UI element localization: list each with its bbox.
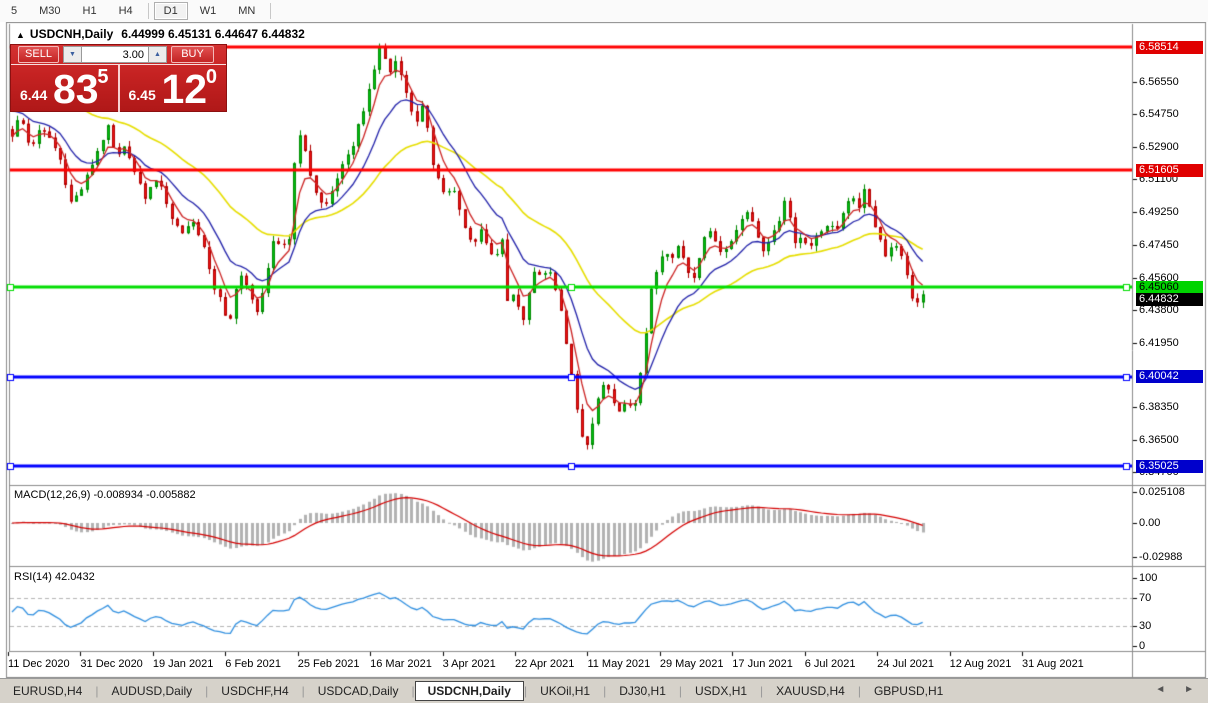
collapse-icon[interactable]: ▲ <box>16 30 25 40</box>
tab-scroll-arrows[interactable]: ◄ ► <box>1155 684 1202 695</box>
timeframe-button-D1[interactable]: D1 <box>153 2 188 20</box>
date-tick-label: 25 Feb 2021 <box>297 658 360 670</box>
price-tick-label: 6.43800 <box>1139 303 1179 316</box>
price-tick-label: 6.54750 <box>1139 108 1179 121</box>
price-tick-label: 6.52900 <box>1139 141 1179 154</box>
price-tick-label: 6.49250 <box>1139 206 1179 219</box>
volume-increase-button[interactable]: ▲ <box>148 46 167 63</box>
rsi-tick-label: 100 <box>1139 572 1158 584</box>
tab-separator: | <box>301 684 305 698</box>
toolbar-separator <box>147 3 149 19</box>
tab-usdchf-h4[interactable]: USDCHF,H4 <box>221 684 289 698</box>
volume-decrease-button[interactable]: ▼ <box>63 46 82 63</box>
date-tick-label: 24 Jul 2021 <box>877 658 935 670</box>
tab-separator: | <box>678 684 683 698</box>
macd-label: MACD(12,26,9) -0.008934 -0.005882 <box>14 489 196 501</box>
order-controls-row: SELL ▼ 3.00 ▲ BUY <box>11 45 226 64</box>
volume-stepper: ▼ 3.00 ▲ <box>63 46 167 63</box>
date-tick-label: 11 May 2021 <box>587 658 651 670</box>
date-tick-label: 31 Dec 2020 <box>80 658 143 670</box>
hline-price-badge: 6.40042 <box>1136 370 1203 384</box>
rsi-label: RSI(14) 42.0432 <box>14 571 95 583</box>
timeframe-button-H4[interactable]: H4 <box>118 5 133 17</box>
date-tick-label: 12 Aug 2021 <box>949 658 1012 670</box>
chart-canvas[interactable] <box>0 22 1208 678</box>
buy-price-prefix: 6.45 <box>128 87 156 103</box>
rsi-tick-label: 0 <box>1139 640 1146 652</box>
date-tick-label: 31 Aug 2021 <box>1022 658 1084 670</box>
sell-price-big: 83 <box>53 66 99 112</box>
timeframe-toolbar: 5 M30 H1 H4 D1 W1 MN <box>0 0 1208 23</box>
tab-separator: | <box>603 684 607 698</box>
tab-usdcnh-daily[interactable]: USDCNH,Daily <box>414 681 524 701</box>
tab-separator: | <box>523 684 528 698</box>
tab-separator: | <box>95 684 99 698</box>
hline-price-badge: 6.58514 <box>1136 40 1203 54</box>
hline-price-badge: 6.45060 <box>1136 280 1203 294</box>
order-prices-row: 6.44 83 5 6.45 12 0 <box>11 64 226 112</box>
tab-dj30-h1[interactable]: DJ30,H1 <box>619 684 666 698</box>
date-tick-label: 22 Apr 2021 <box>515 658 575 670</box>
sell-price-prefix: 6.44 <box>20 87 48 103</box>
sell-price-tile[interactable]: 6.44 83 5 <box>11 65 118 112</box>
symbol-tab-bar: EURUSD,H4 | AUDUSD,Daily | USDCHF,H4 | USDCAD,… <box>0 678 1208 703</box>
tab-audusd-daily[interactable]: AUDUSD,Daily <box>111 684 193 698</box>
buy-price-tile[interactable]: 6.45 12 0 <box>117 65 227 112</box>
date-tick-label: 11 Dec 2020 <box>8 658 70 670</box>
volume-input[interactable]: 3.00 <box>82 46 148 63</box>
macd-tick-label: 0.00 <box>1139 517 1161 529</box>
price-tick-label: 6.38350 <box>1139 401 1179 414</box>
date-tick-label: 6 Feb 2021 <box>225 658 281 670</box>
tab-separator: | <box>411 684 415 698</box>
price-tick-label: 6.36500 <box>1139 434 1179 447</box>
date-tick-label: 6 Jul 2021 <box>804 658 856 670</box>
date-tick-label: 29 May 2021 <box>659 658 724 670</box>
macd-tick-label: -0.02988 <box>1139 551 1183 563</box>
date-tick-label: 17 Jun 2021 <box>732 658 793 670</box>
tab-separator: | <box>857 684 861 698</box>
chevron-down-icon: ▼ <box>69 51 76 58</box>
tab-usdx-h1[interactable]: USDX,H1 <box>695 684 748 698</box>
date-tick-label: 19 Jan 2021 <box>152 658 214 670</box>
sell-price-sup: 5 <box>97 66 109 88</box>
tab-separator: | <box>760 684 764 698</box>
current-price-badge: 6.44832 <box>1136 292 1203 306</box>
macd-tick-label: 0.025108 <box>1139 486 1185 498</box>
date-tick-label: 16 Mar 2021 <box>370 658 432 670</box>
tab-usdcad-daily[interactable]: USDCAD,Daily <box>317 684 399 698</box>
date-tick-label: 3 Apr 2021 <box>442 658 496 670</box>
toolbar-separator <box>270 3 272 19</box>
tab-xauusd-h4[interactable]: XAUUSD,H4 <box>776 684 845 698</box>
one-click-trading-panel: SELL ▼ 3.00 ▲ BUY 6.44 83 5 6.45 12 0 <box>10 44 227 112</box>
price-tick-label: 6.45600 <box>1139 271 1179 284</box>
buy-price-big: 12 <box>161 66 208 112</box>
tab-gbpusd-h1[interactable]: GBPUSD,H1 <box>873 684 944 698</box>
price-tick-label: 6.56550 <box>1139 76 1179 89</box>
tab-eurusd-h4[interactable]: EURUSD,H4 <box>13 684 83 698</box>
buy-button[interactable]: BUY <box>171 46 214 63</box>
sell-button[interactable]: SELL <box>18 46 59 63</box>
price-tick-label: 6.47450 <box>1139 238 1179 251</box>
timeframe-button-M30[interactable]: M30 <box>39 5 61 17</box>
rsi-tick-label: 70 <box>1139 592 1152 604</box>
rsi-tick-label: 30 <box>1139 620 1152 632</box>
hline-price-badge: 6.51605 <box>1136 163 1203 177</box>
buy-price-sup: 0 <box>205 66 217 88</box>
timeframe-button-W1[interactable]: W1 <box>199 5 217 17</box>
chevron-up-icon: ▲ <box>154 51 161 58</box>
chart-ohlc-values: 6.44999 6.45131 6.44647 6.44832 <box>121 27 305 41</box>
timeframe-button-H1[interactable]: H1 <box>82 5 97 17</box>
chart-symbol: USDCNH,Daily <box>29 27 114 41</box>
chart-title: ▲ USDCNH,Daily 6.44999 6.45131 6.44647 6.4… <box>16 27 305 41</box>
tab-separator: | <box>205 684 209 698</box>
timeframe-button-MN[interactable]: MN <box>238 5 256 17</box>
timeframe-button-5[interactable]: 5 <box>11 5 18 17</box>
hline-price-badge: 6.35025 <box>1136 459 1203 473</box>
price-tick-label: 6.41950 <box>1139 336 1179 349</box>
tab-ukoil-h1[interactable]: UKOil,H1 <box>540 684 591 698</box>
